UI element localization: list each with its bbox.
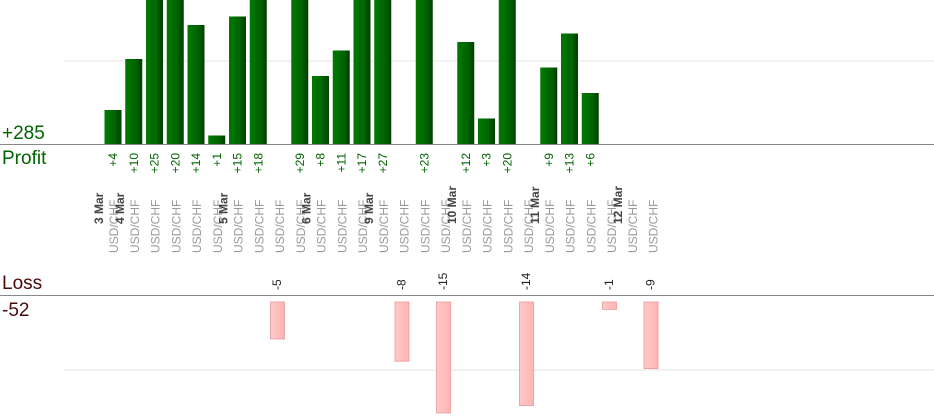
profit-value-label: +23: [417, 153, 431, 174]
pair-label: USD/CHF: [252, 200, 266, 253]
pair-label: USD/CHF: [460, 200, 474, 253]
pair-label: USD/CHF: [522, 200, 536, 253]
profit-bar: [125, 59, 143, 144]
loss-bar: [643, 301, 659, 369]
profit-bar: [415, 0, 433, 144]
profit-value-label: +13: [563, 153, 577, 174]
profit-bar: [312, 76, 329, 144]
profit-value-label: +3: [480, 153, 494, 167]
profit-total: +285: [2, 123, 45, 144]
profit-bar: [498, 0, 516, 144]
loss-value-label: -5: [270, 279, 284, 290]
pair-label: USD/CHF: [501, 200, 515, 253]
pair-label: USD/CHF: [107, 200, 121, 253]
profit-bar: [540, 67, 558, 144]
pair-label: USD/CHF: [169, 200, 183, 253]
profit-bar: [104, 110, 122, 144]
profit-bar: [166, 0, 184, 144]
loss-value-label: -1: [602, 279, 616, 290]
loss-value-label: -9: [644, 279, 658, 290]
pair-label: USD/CHF: [232, 200, 246, 253]
profit-value-label: +27: [376, 153, 390, 174]
pair-label: USD/CHF: [647, 200, 661, 253]
profit-bar: [208, 135, 226, 144]
profit-title: Profit: [2, 148, 47, 169]
pair-label: USD/CHF: [149, 200, 163, 253]
profit-bar: [291, 0, 309, 144]
profit-bar: [146, 0, 163, 144]
loss-value-label: -15: [436, 272, 450, 290]
pair-label: USD/CHF: [481, 200, 495, 253]
profit-bar: [561, 33, 578, 144]
pair-label: USD/CHF: [439, 200, 453, 253]
profit-value-label: +25: [148, 153, 162, 174]
pair-label: USD/CHF: [584, 200, 598, 253]
profit-value-label: +14: [189, 153, 203, 174]
pair-label: USD/CHF: [315, 200, 329, 253]
pair-label: USD/CHF: [211, 200, 225, 253]
profit-bar: [332, 50, 350, 144]
profit-value-label: +20: [168, 153, 182, 174]
profit-value-label: +6: [583, 153, 597, 167]
pair-label: USD/CHF: [190, 200, 204, 253]
loss-bar: [602, 301, 617, 310]
pair-label: USD/CHF: [294, 200, 308, 253]
pair-label: USD/CHF: [273, 200, 287, 253]
profit-value-label: +9: [542, 153, 556, 167]
date-label: 10 Mar: [445, 186, 459, 224]
profit-bar: [457, 42, 475, 144]
profit-value-label: +4: [106, 153, 120, 167]
pair-label: USD/CHF: [398, 200, 412, 253]
loss-total: -52: [2, 300, 30, 321]
pair-label: USD/CHF: [564, 200, 578, 253]
loss-bar: [436, 301, 451, 414]
profit-value-label: +17: [355, 153, 369, 174]
loss-value-label: -14: [519, 272, 533, 290]
profit-value-label: +18: [251, 153, 265, 174]
date-label: 5 Mar: [217, 192, 231, 224]
profit-value-label: +12: [459, 153, 473, 174]
profit-value-label: +20: [500, 153, 514, 174]
profit-bar: [581, 93, 599, 144]
pair-label: USD/CHF: [605, 200, 619, 253]
profit-value-label: +29: [293, 153, 307, 174]
loss-bar: [519, 301, 534, 406]
pair-label: USD/CHF: [543, 200, 557, 253]
loss-value-label: -8: [395, 279, 409, 290]
pair-label: USD/CHF: [335, 200, 349, 253]
profit-bar: [249, 0, 267, 144]
loss-title: Loss: [2, 273, 43, 294]
date-label: 12 Mar: [611, 186, 625, 224]
pair-label: USD/CHF: [418, 200, 432, 253]
profit-bar: [478, 118, 495, 144]
date-label: 4 Mar: [113, 192, 127, 224]
profit-bar: [374, 0, 392, 144]
date-label: 6 Mar: [300, 192, 314, 224]
profit-bar: [353, 0, 371, 144]
profit-bar: [229, 16, 246, 144]
profit-value-label: +10: [127, 153, 141, 174]
date-label: 9 Mar: [362, 192, 376, 224]
pair-label: USD/CHF: [626, 200, 640, 253]
pair-label: USD/CHF: [128, 200, 142, 253]
date-label: 11 Mar: [528, 186, 542, 224]
pair-label: USD/CHF: [377, 200, 391, 253]
loss-bar: [394, 301, 410, 362]
profit-value-label: +15: [231, 153, 245, 174]
profit-bar: [187, 25, 205, 144]
profit-value-label: +11: [334, 153, 348, 173]
profit-value-label: +8: [314, 153, 328, 167]
date-label: 3 Mar: [92, 192, 106, 224]
loss-bar: [270, 301, 285, 340]
pair-label: USD/CHF: [356, 200, 370, 253]
profit-value-label: +1: [210, 153, 224, 167]
